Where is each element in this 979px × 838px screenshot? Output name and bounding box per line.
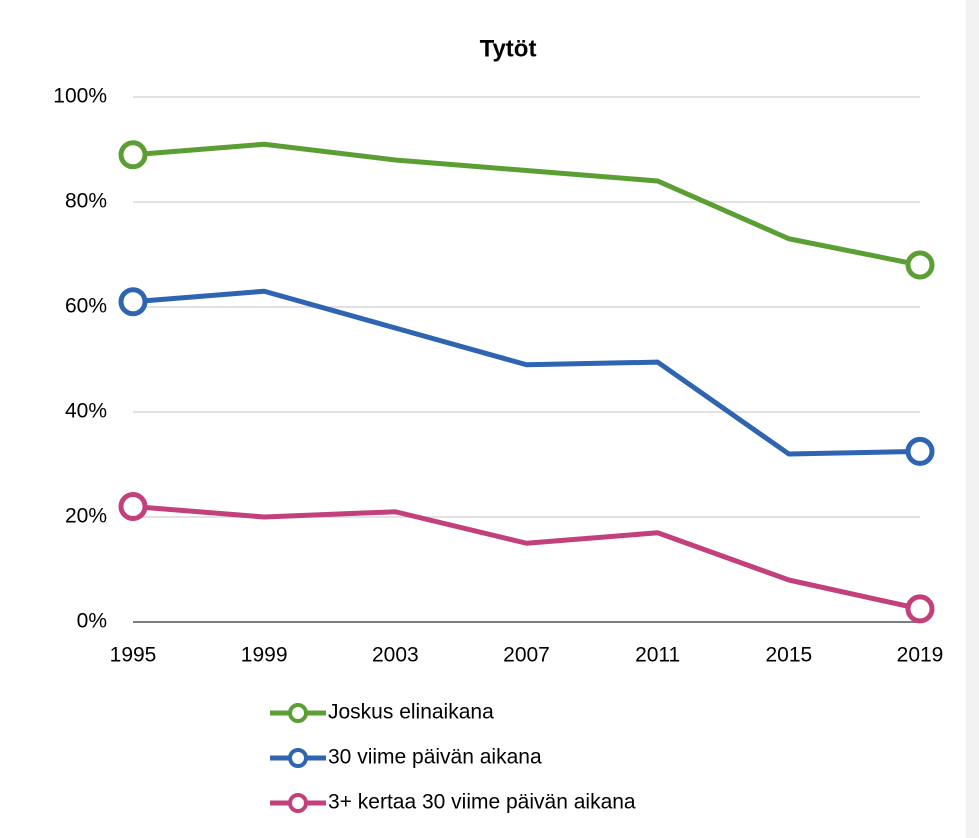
legend-label: 3+ kertaa 30 viime päivän aikana (328, 791, 636, 814)
x-tick-label: 2015 (765, 644, 812, 667)
series-line (132, 504, 921, 612)
legend-marker (288, 703, 308, 723)
end-marker (905, 594, 935, 624)
x-tick-label: 2019 (897, 644, 944, 667)
x-tick-label: 2003 (372, 644, 419, 667)
chart-title: Tytöt (480, 35, 537, 62)
end-marker (905, 250, 935, 280)
legend-marker (288, 748, 308, 768)
series-line (132, 141, 921, 268)
end-marker (118, 492, 148, 521)
x-tick-label: 1999 (241, 644, 288, 667)
y-tick-label: 20% (65, 505, 107, 528)
y-tick-label: 60% (65, 295, 107, 318)
x-tick-label: 2007 (503, 644, 550, 667)
y-tick-label: 80% (65, 190, 107, 213)
y-tick-label: 40% (65, 400, 107, 423)
end-marker (905, 436, 935, 466)
y-tick-label: 0% (77, 610, 107, 633)
end-marker (118, 287, 148, 317)
x-tick-label: 2011 (635, 644, 680, 667)
y-tick-label: 100% (53, 85, 107, 108)
end-marker (118, 140, 148, 170)
legend-label: Joskus elinaikana (328, 701, 494, 724)
x-tick-label: 1995 (110, 644, 157, 667)
legend-label: 30 viime päivän aikana (328, 746, 542, 769)
legend-marker (288, 793, 308, 813)
series-line (132, 288, 921, 457)
